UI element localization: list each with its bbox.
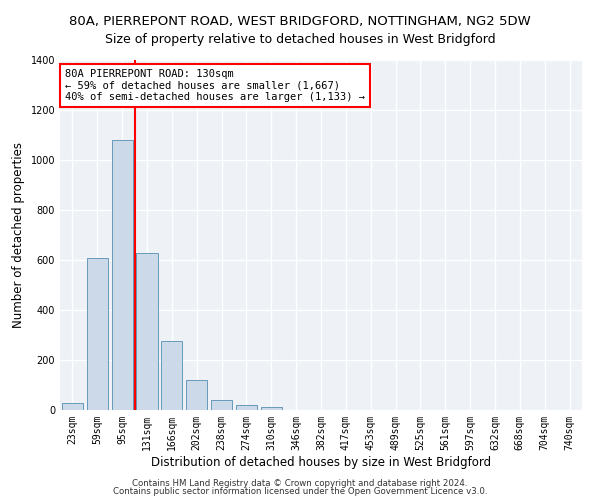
Bar [211,400,232,410]
Bar [186,380,207,410]
Bar [112,140,133,410]
Bar [136,252,158,410]
Bar [62,402,83,410]
Y-axis label: Number of detached properties: Number of detached properties [12,142,25,328]
Text: Contains public sector information licensed under the Open Government Licence v3: Contains public sector information licen… [113,487,487,496]
Text: Contains HM Land Registry data © Crown copyright and database right 2024.: Contains HM Land Registry data © Crown c… [132,478,468,488]
Text: 80A, PIERREPONT ROAD, WEST BRIDGFORD, NOTTINGHAM, NG2 5DW: 80A, PIERREPONT ROAD, WEST BRIDGFORD, NO… [69,15,531,28]
Bar [161,341,182,410]
Bar [87,258,108,410]
X-axis label: Distribution of detached houses by size in West Bridgford: Distribution of detached houses by size … [151,456,491,468]
Bar [236,405,257,410]
Bar [261,407,282,410]
Text: 80A PIERREPONT ROAD: 130sqm
← 59% of detached houses are smaller (1,667)
40% of : 80A PIERREPONT ROAD: 130sqm ← 59% of det… [65,69,365,102]
Text: Size of property relative to detached houses in West Bridgford: Size of property relative to detached ho… [104,32,496,46]
